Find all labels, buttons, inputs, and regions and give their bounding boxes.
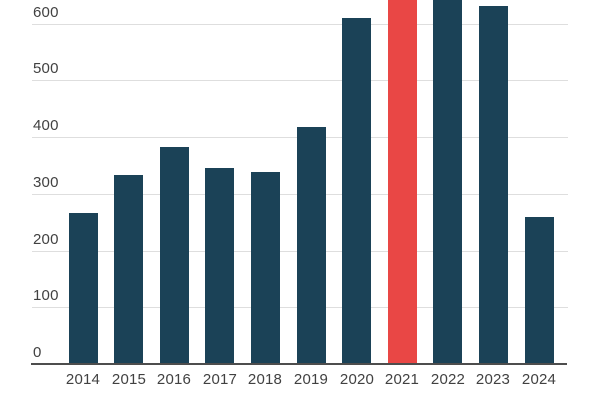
bar-2014 [69, 213, 98, 363]
bar-2021 [388, 0, 417, 363]
x-axis-tick-label-2014: 2014 [65, 371, 101, 388]
bar-2020 [342, 18, 371, 363]
x-axis-tick-label-2016: 2016 [156, 371, 192, 388]
bar-2016 [160, 147, 189, 363]
x-axis-tick-label-2022: 2022 [430, 371, 466, 388]
bar-2017 [205, 168, 234, 363]
bar-2015 [114, 175, 143, 363]
y-axis-tick-label-0: 0 [33, 344, 42, 361]
bar-2022 [433, 0, 462, 363]
y-axis-tick-label-100: 100 [33, 287, 59, 304]
bar-2018 [251, 172, 280, 363]
bar-2024 [525, 217, 554, 363]
bar-2019 [297, 127, 326, 363]
x-axis-tick-label-2015: 2015 [111, 371, 147, 388]
bar-2023 [479, 6, 508, 363]
y-axis-tick-label-500: 500 [33, 60, 59, 77]
x-axis-tick-label-2020: 2020 [339, 371, 375, 388]
x-axis-tick-label-2017: 2017 [202, 371, 238, 388]
y-axis-tick-label-400: 400 [33, 117, 59, 134]
x-axis-tick-label-2024: 2024 [521, 371, 557, 388]
gridline-600 [32, 24, 568, 25]
x-axis-tick-label-2019: 2019 [293, 371, 329, 388]
x-axis-line [31, 363, 567, 365]
gridline-500 [32, 80, 568, 81]
y-axis-tick-label-200: 200 [33, 231, 59, 248]
y-axis-tick-label-300: 300 [33, 174, 59, 191]
x-axis-tick-label-2021: 2021 [384, 371, 420, 388]
y-axis-tick-label-600: 600 [33, 4, 59, 21]
x-axis-tick-label-2018: 2018 [247, 371, 283, 388]
x-axis-tick-label-2023: 2023 [475, 371, 511, 388]
